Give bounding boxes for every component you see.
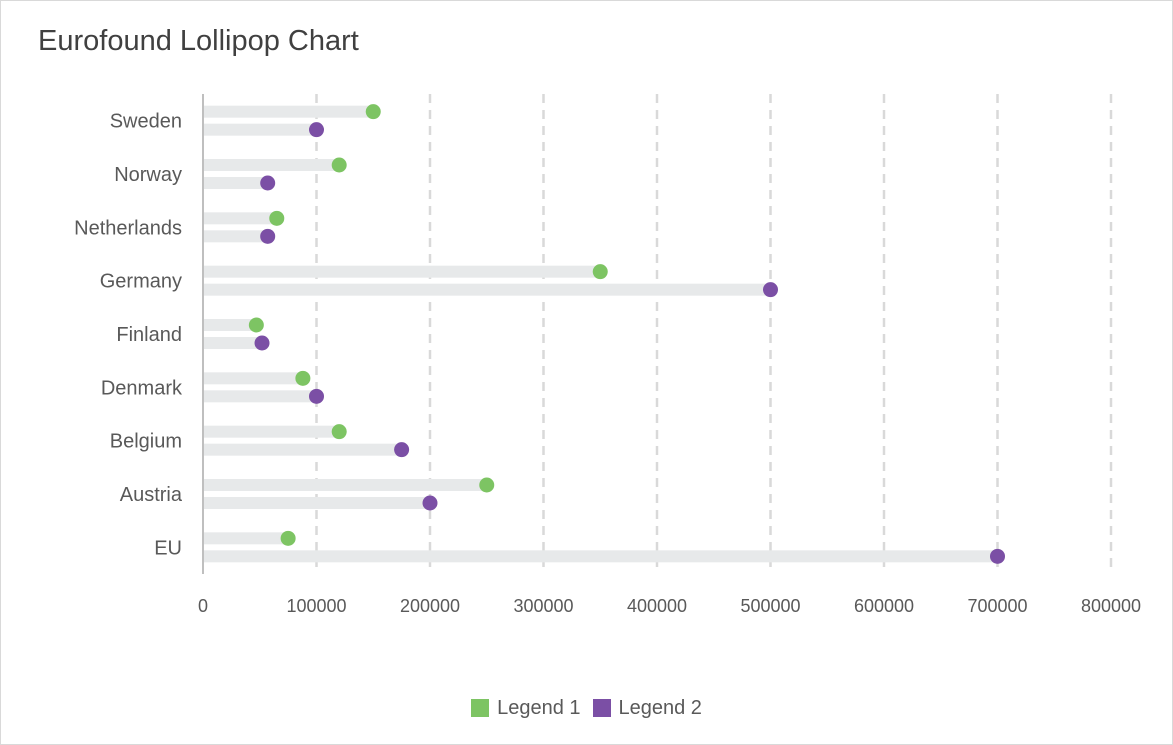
- lollipop-stem-series-1: [203, 319, 257, 331]
- lollipop-dot-series-2: [260, 175, 276, 191]
- lollipop-dot-series-1: [248, 317, 264, 333]
- lollipop-stem-series-2: [203, 443, 402, 456]
- x-tick-label: 100000: [286, 596, 346, 616]
- x-tick-label: 400000: [627, 596, 687, 616]
- lollipop-dot-series-2: [309, 122, 324, 138]
- x-tick-label: 600000: [854, 596, 914, 616]
- lollipop-dot-series-2: [990, 548, 1005, 564]
- y-category-label: Belgium: [110, 431, 182, 453]
- lollipop-stem-series-2: [203, 550, 998, 563]
- legend-swatch-series-2: [592, 699, 611, 717]
- lollipop-stem-series-1: [203, 372, 303, 385]
- lollipop-stem-series-2: [203, 177, 268, 189]
- x-tick-label: 800000: [1081, 596, 1141, 616]
- legend-label-series-2: Legend 2: [618, 696, 702, 719]
- lollipop-dot-series-2: [254, 335, 270, 351]
- y-category-label: Sweden: [110, 111, 182, 133]
- lollipop-stem-series-1: [203, 479, 487, 491]
- x-tick-label: 200000: [400, 596, 460, 616]
- lollipop-stem-series-2: [203, 123, 317, 136]
- lollipop-dot-series-2: [394, 442, 410, 458]
- legend-item-series-1[interactable]: Legend 1: [471, 696, 581, 720]
- lollipop-dot-series-1: [479, 477, 495, 493]
- lollipop-dot-series-1: [365, 104, 381, 120]
- chart-legend: Legend 1 Legend 2: [1, 695, 1172, 721]
- lollipop-stem-series-1: [203, 105, 374, 118]
- lollipop-dot-series-1: [295, 370, 311, 386]
- lollipop-stem-series-1: [203, 532, 289, 545]
- y-category-label: Denmark: [101, 377, 183, 399]
- lollipop-stem-series-2: [203, 337, 263, 349]
- x-tick-label: 700000: [967, 596, 1027, 616]
- x-tick-label: 500000: [740, 596, 800, 616]
- lollipop-dot-series-1: [592, 264, 608, 280]
- legend-item-series-2[interactable]: Legend 2: [592, 696, 702, 720]
- lollipop-stem-series-1: [203, 212, 277, 225]
- lollipop-stem-series-1: [203, 265, 601, 278]
- y-category-label: EU: [154, 537, 182, 559]
- lollipop-dot-series-2: [422, 495, 438, 511]
- y-category-label: Germany: [100, 271, 182, 293]
- chart-title: Eurofound Lollipop Chart: [38, 25, 359, 57]
- lollipop-stem-series-1: [203, 159, 340, 171]
- lollipop-dot-series-2: [309, 388, 324, 404]
- legend-swatch-series-1: [471, 699, 490, 717]
- lollipop-stem-series-1: [203, 425, 340, 438]
- y-category-label: Netherlands: [74, 217, 182, 239]
- lollipop-dot-series-1: [331, 157, 347, 173]
- legend-label-series-1: Legend 1: [497, 696, 581, 719]
- lollipop-dot-series-1: [269, 210, 285, 226]
- lollipop-stem-series-2: [203, 390, 317, 403]
- lollipop-dot-series-1: [280, 530, 296, 546]
- y-category-label: Austria: [120, 484, 183, 506]
- lollipop-stem-series-2: [203, 230, 268, 243]
- y-category-label: Norway: [114, 164, 182, 186]
- lollipop-dot-series-2: [260, 228, 276, 244]
- lollipop-dot-series-1: [331, 424, 347, 440]
- lollipop-dot-series-2: [763, 282, 778, 298]
- x-tick-label: 0: [198, 596, 208, 616]
- x-tick-label: 300000: [513, 596, 573, 616]
- lollipop-stem-series-2: [203, 497, 430, 509]
- y-category-label: Finland: [116, 324, 182, 346]
- lollipop-stem-series-2: [203, 283, 771, 296]
